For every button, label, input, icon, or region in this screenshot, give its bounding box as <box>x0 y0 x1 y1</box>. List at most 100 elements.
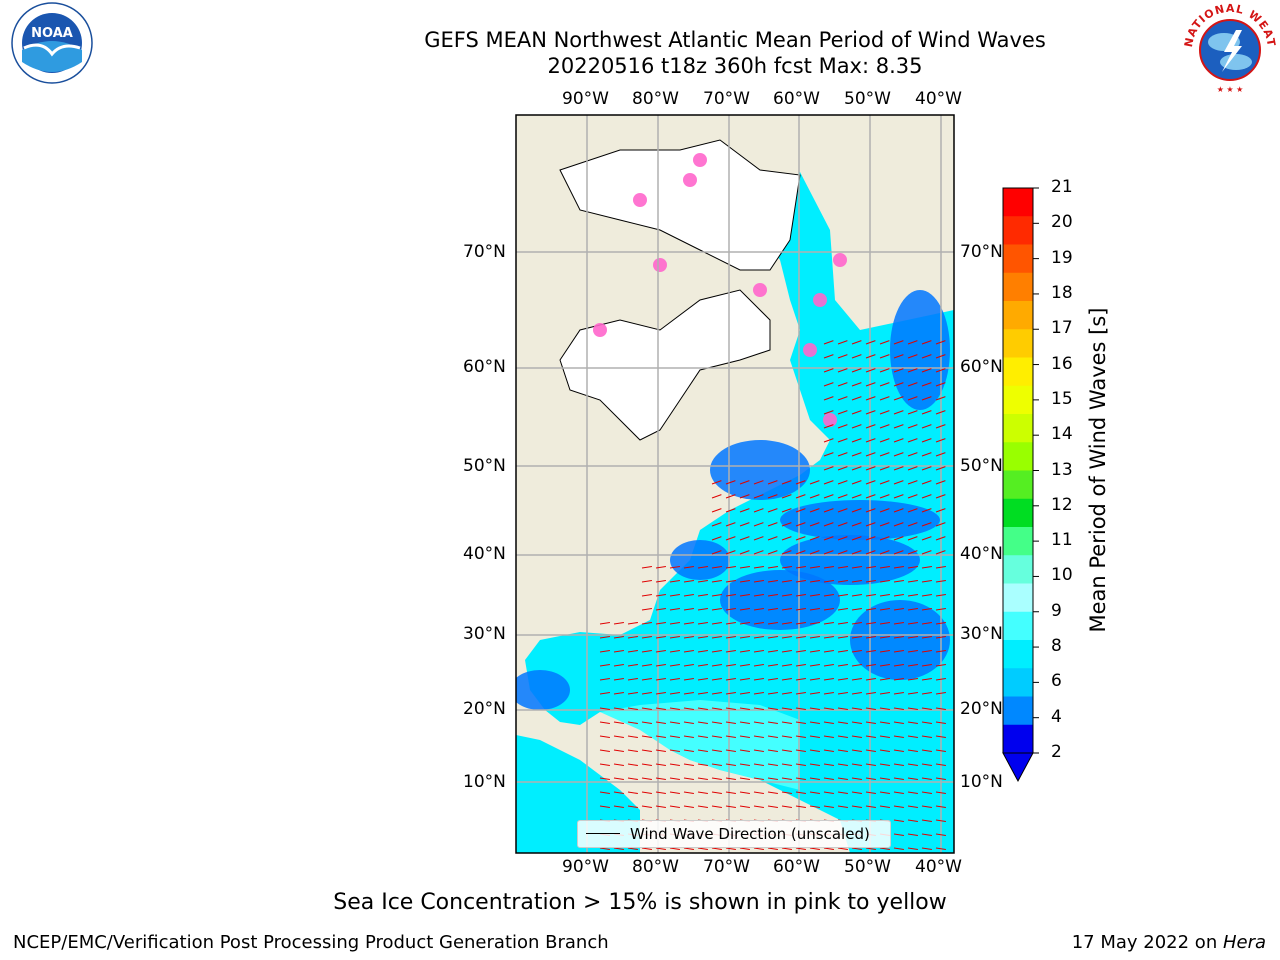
wave-arrow <box>781 721 792 724</box>
wave-arrow <box>627 707 638 710</box>
wave-arrow <box>809 522 820 527</box>
wave-arrow <box>893 735 904 738</box>
wave-arrow <box>809 763 820 766</box>
wave-arrow <box>669 777 680 780</box>
wave-arrow <box>823 508 834 513</box>
wave-arrow <box>781 522 792 527</box>
wave-arrow <box>823 749 834 752</box>
wave-arrow <box>655 749 666 752</box>
wave-arrow <box>739 735 750 738</box>
wave-arrow <box>823 664 834 667</box>
wave-arrow <box>837 678 848 681</box>
wave-arrow <box>907 678 918 681</box>
colorbar-segment-1 <box>1003 216 1033 245</box>
wave-arrow <box>613 622 624 625</box>
colorbar-extend-arrow <box>1002 752 1034 783</box>
wave-arrow <box>823 608 834 611</box>
wave-arrow <box>767 480 778 485</box>
wave-arrow <box>655 636 666 639</box>
wave-arrow <box>837 494 848 499</box>
wave-arrow <box>907 692 918 695</box>
wave-arrow <box>837 735 848 738</box>
wave-arrow <box>893 354 904 359</box>
colorbar-tick-label-9: 12 <box>1051 494 1073 515</box>
wave-arrow <box>921 664 932 667</box>
wave-arrow <box>935 594 946 597</box>
map-area <box>516 115 954 853</box>
colorbar-segment-18 <box>1003 696 1033 726</box>
wave-arrow <box>865 550 876 555</box>
low-period-patch-6 <box>710 440 810 500</box>
wave-arrow <box>851 664 862 667</box>
wave-arrow <box>641 608 652 611</box>
wave-arrow <box>655 735 666 738</box>
wave-arrow <box>893 424 904 429</box>
wave-arrow <box>837 580 848 583</box>
wave-arrow <box>935 368 946 373</box>
wave-arrow <box>669 707 680 710</box>
wave-arrow <box>641 664 652 667</box>
wave-arrow <box>753 550 764 555</box>
wave-arrow <box>823 480 834 485</box>
wave-arrow <box>935 805 946 808</box>
wave-arrow <box>599 805 610 808</box>
wave-arrow <box>795 480 806 485</box>
wave-arrow <box>739 763 750 766</box>
wave-arrow <box>879 622 890 625</box>
wave-arrow <box>655 777 666 780</box>
wave-arrow <box>697 763 708 766</box>
wave-arrow <box>879 594 890 597</box>
colorbar-segment-12 <box>1003 527 1033 556</box>
wave-arrow <box>837 550 848 555</box>
wave-arrow <box>683 622 694 625</box>
map-frame <box>515 114 955 854</box>
wave-arrow <box>879 508 890 513</box>
wave-arrow <box>809 636 820 639</box>
wave-arrow <box>739 707 750 710</box>
lon-label-bottom-60w: 60°W <box>773 857 820 877</box>
wave-arrow <box>879 410 890 415</box>
wave-arrow <box>753 508 764 513</box>
wave-arrow <box>655 791 666 794</box>
wave-arrow <box>879 763 890 766</box>
lat-label-left-30n: 30°N <box>463 624 506 644</box>
wave-arrow <box>781 763 792 766</box>
wave-arrow <box>655 594 666 597</box>
lat-label-left-60n: 60°N <box>463 357 506 377</box>
wave-arrow <box>921 833 932 836</box>
wave-arrow <box>725 805 736 808</box>
wave-arrow <box>879 452 890 457</box>
wave-arrow <box>851 368 862 373</box>
sea-ice-patch-9 <box>653 258 667 272</box>
wave-arrow <box>823 777 834 780</box>
wave-arrow <box>641 791 652 794</box>
wave-arrow <box>851 847 862 850</box>
sea-ice-patch-5 <box>803 343 817 357</box>
wave-arrow <box>809 749 820 752</box>
wave-arrow <box>725 494 736 499</box>
wave-arrow <box>907 749 918 752</box>
wave-arrow <box>823 636 834 639</box>
wave-arrow <box>907 424 918 429</box>
wave-arrow <box>655 566 666 569</box>
wave-arrow <box>753 791 764 794</box>
wave-arrow <box>753 763 764 766</box>
wave-arrow <box>893 749 904 752</box>
wave-arrow <box>837 594 848 597</box>
sea-ice-patch-7 <box>753 283 767 297</box>
wave-arrow <box>823 707 834 710</box>
wave-arrow <box>823 566 834 569</box>
wave-arrow <box>767 735 778 738</box>
wave-arrow <box>879 424 890 429</box>
wave-arrow <box>879 692 890 695</box>
wave-arrow <box>879 791 890 794</box>
wave-arrow <box>879 664 890 667</box>
wave-arrow <box>823 622 834 625</box>
wave-arrow <box>739 636 750 639</box>
wave-arrow <box>599 749 610 752</box>
wave-arrow <box>697 608 708 611</box>
lat-label-right-60n: 60°N <box>960 357 1003 377</box>
wave-arrow <box>921 580 932 583</box>
wave-arrow <box>613 791 624 794</box>
